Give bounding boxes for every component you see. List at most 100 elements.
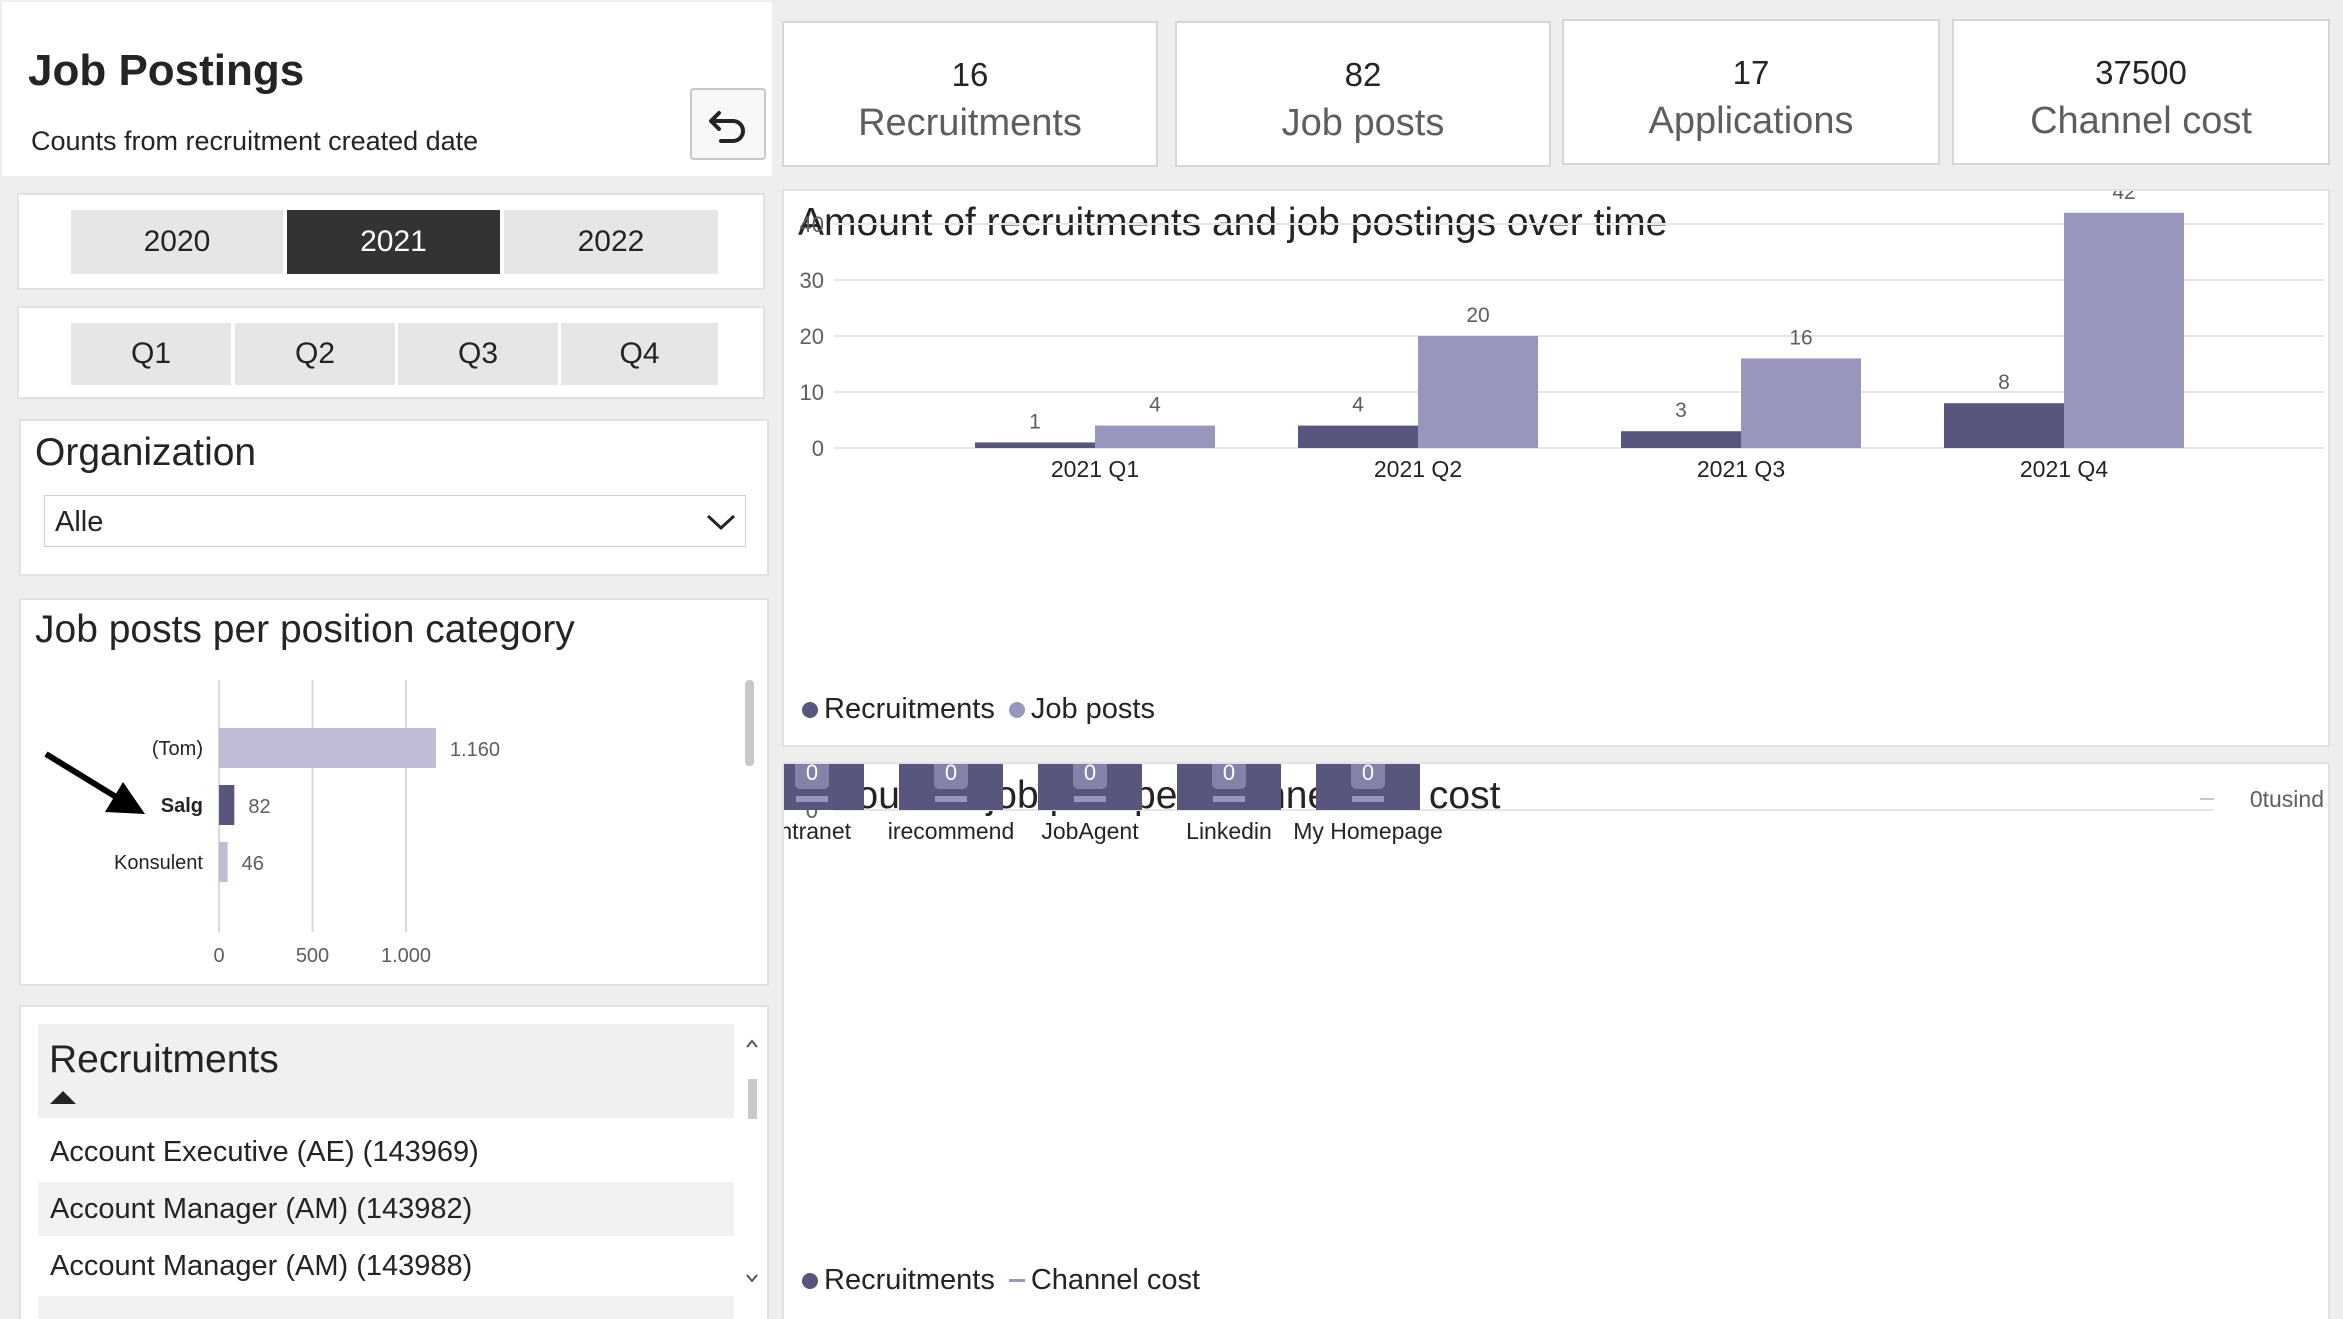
position-category-title: Job posts per position category: [35, 608, 575, 651]
data-label: 4: [1149, 394, 1161, 417]
category-label: Konsulent: [114, 852, 203, 874]
list-item[interactable]: Account Manager (AM) (143982): [38, 1182, 734, 1236]
recruitments-list-panel: Recruitments Account Executive (AE) (143…: [19, 1005, 769, 1319]
position-category-panel: Job posts per position category 0 500 1.00…: [19, 598, 769, 986]
data-label: 16: [1789, 326, 1812, 349]
x-tick-label: 2021 Q3: [1697, 456, 1785, 482]
data-label: 1: [1029, 410, 1041, 433]
kpi-value: 37500: [2095, 54, 2187, 91]
bar: [2064, 212, 2184, 448]
position-category-chart: 0 500 1.000 (Tom) 1.160 Salg 82 Konsulent 46: [114, 680, 500, 967]
y-tick-label: 0: [812, 436, 824, 461]
category-label: Salg: [161, 795, 203, 817]
y-tick-label: 40: [800, 212, 824, 237]
scroll-down-icon[interactable]: [741, 1267, 763, 1289]
bar: [219, 785, 235, 825]
category-label: (Tom): [152, 738, 203, 760]
bar: [1298, 425, 1418, 448]
kpi-label: Job posts: [1281, 102, 1445, 144]
y2-tick-label: 0tusind: [2250, 786, 2324, 812]
organization-dropdown[interactable]: Alle: [44, 495, 746, 547]
organization-title: Organization: [35, 431, 257, 474]
time-chart-panel: Amount of recruitments and job postings …: [782, 189, 2330, 747]
quarter-button-q2[interactable]: Q2: [235, 323, 395, 385]
undo-button[interactable]: [690, 88, 766, 160]
sort-ascending-icon: [50, 1091, 76, 1104]
quarter-slicer: Q1 Q2 Q3 Q4: [17, 306, 765, 399]
year-button-2022[interactable]: 2022: [504, 210, 718, 274]
x-tick-label: 2021 Q2: [1374, 456, 1462, 482]
x-tick-label: Linkedin: [1186, 818, 1272, 844]
recruitments-title: Recruitments: [49, 1038, 279, 1081]
data-label: 3: [1675, 399, 1687, 422]
x-tick-label: 500: [296, 945, 329, 967]
kpi-card-applications: 17 Applications: [1562, 19, 1940, 165]
scroll-up-icon[interactable]: [741, 1033, 763, 1055]
bar: [1944, 403, 2064, 448]
x-tick-label: JobAgent: [1041, 818, 1139, 844]
x-tick-label: 2021 Q4: [2020, 456, 2108, 482]
kpi-value: 17: [1732, 54, 1770, 91]
kpi-value: 82: [1344, 56, 1382, 93]
legend-label-recruitments: Recruitments: [824, 1264, 995, 1296]
bar: [219, 728, 436, 768]
organization-selected-value: Alle: [55, 506, 104, 538]
x-tick-label: 1.000: [381, 945, 431, 967]
page-subtitle: Counts from recruitment created date: [31, 126, 479, 156]
data-label: 82: [248, 796, 270, 818]
organization-slicer: Organization Alle: [19, 419, 769, 576]
y-tick-label: 30: [800, 268, 824, 293]
year-slicer: 2020 2021 2022: [17, 193, 765, 290]
list-scrollbar-thumb[interactable]: [748, 1079, 757, 1119]
kpi-label: Applications: [1648, 100, 1854, 142]
x-tick-label: Intranet: [784, 818, 852, 844]
data-label: 46: [242, 853, 264, 875]
cost-label-box: [1351, 764, 1385, 789]
legend-line-channel-cost: [1008, 1279, 1025, 1282]
kpi-label: Recruitments: [858, 102, 1082, 144]
cost-data-label: 0: [1223, 764, 1235, 785]
x-tick-label: 2021 Q1: [1051, 456, 1139, 482]
legend-label-recruitments: Recruitments: [824, 693, 995, 725]
chevron-down-icon: [706, 514, 736, 531]
kpi-card-recruitments: 16 Recruitments: [782, 21, 1158, 167]
legend-dot-recruitments: [802, 701, 818, 718]
data-label: 1.160: [450, 739, 500, 761]
list-scrollbar[interactable]: [741, 1019, 763, 1309]
x-tick-label: My Homepage: [1293, 818, 1443, 844]
channel-chart-panel: Amount of job post per channel with cost…: [782, 762, 2330, 1319]
year-button-2021[interactable]: 2021: [287, 210, 500, 274]
quarter-button-q1[interactable]: Q1: [71, 323, 231, 385]
cost-label-box: [1212, 764, 1246, 789]
bar: [1741, 358, 1861, 448]
bar: [219, 842, 228, 882]
kpi-card-channel-cost: 37500 Channel cost: [1952, 19, 2330, 165]
cost-data-label: 0: [1362, 764, 1374, 785]
data-label: 20: [1466, 304, 1489, 327]
recruitments-header[interactable]: Recruitments: [38, 1024, 734, 1118]
kpi-card-job-posts: 82 Job posts: [1175, 21, 1551, 167]
legend-label-channel-cost: Channel cost: [1030, 1264, 1201, 1296]
year-button-2020[interactable]: 2020: [71, 210, 283, 274]
data-label: 42: [2112, 191, 2135, 204]
quarter-button-q4[interactable]: Q4: [561, 323, 718, 385]
undo-arrow-icon: [709, 111, 745, 143]
cost-data-label: 0: [1084, 764, 1096, 785]
page-title: Job Postings: [28, 46, 305, 95]
list-item[interactable]: Account Manager (AM) (143988): [50, 1249, 473, 1282]
time-chart-legend: Recruitments Job posts: [802, 693, 1155, 726]
bar: [1621, 431, 1741, 448]
category-scrollbar[interactable]: [745, 680, 754, 766]
data-label: 8: [1998, 371, 2010, 394]
list-item-partial: [38, 1296, 734, 1319]
cost-label-box: [934, 764, 968, 789]
quarter-button-q3[interactable]: Q3: [398, 323, 558, 385]
legend-dot-recruitments: [802, 1272, 818, 1289]
list-item[interactable]: Account Executive (AE) (143969): [50, 1135, 479, 1168]
bar: [975, 442, 1095, 448]
cost-label-box: [795, 764, 829, 789]
channel-chart: 0510150tusind10tusind20tusind30tusind40t…: [784, 764, 2324, 844]
x-tick-label: irecommend: [888, 818, 1015, 844]
cost-label-box: [1073, 764, 1107, 789]
cost-data-label: 0: [806, 764, 818, 785]
